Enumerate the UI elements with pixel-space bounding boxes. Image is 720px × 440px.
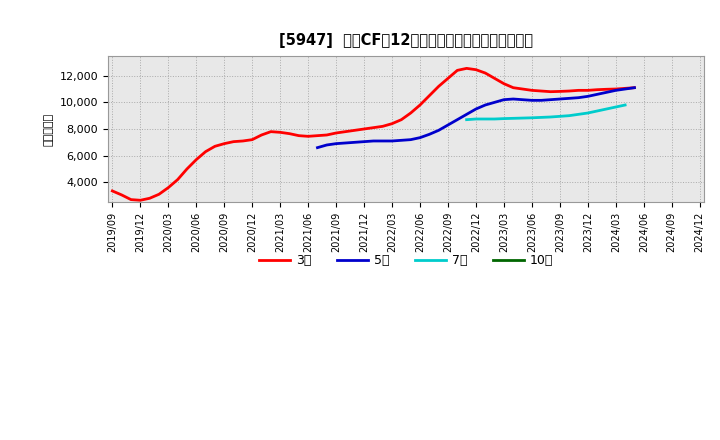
Title: [5947]  営業CFの12か月移動合計の標準偏差の推移: [5947] 営業CFの12か月移動合計の標準偏差の推移 <box>279 33 533 48</box>
3年 <box>397 117 405 122</box>
5年 <box>397 138 405 143</box>
Legend: 3年, 5年, 7年, 10年: 3年, 5年, 7年, 10年 <box>253 249 559 272</box>
3年 <box>481 70 490 76</box>
5年 <box>490 100 499 105</box>
Line: 7年: 7年 <box>467 105 625 120</box>
3年 <box>351 128 359 133</box>
7年 <box>481 116 490 121</box>
Line: 5年: 5年 <box>318 88 634 148</box>
3年 <box>490 76 499 81</box>
5年 <box>351 139 359 145</box>
5年 <box>481 103 490 108</box>
3年 <box>434 84 443 89</box>
Y-axis label: （百万円）: （百万円） <box>44 113 54 146</box>
3年 <box>183 166 192 172</box>
Line: 3年: 3年 <box>112 68 634 200</box>
7年 <box>490 116 499 121</box>
3年 <box>108 188 117 194</box>
5年 <box>434 128 443 133</box>
